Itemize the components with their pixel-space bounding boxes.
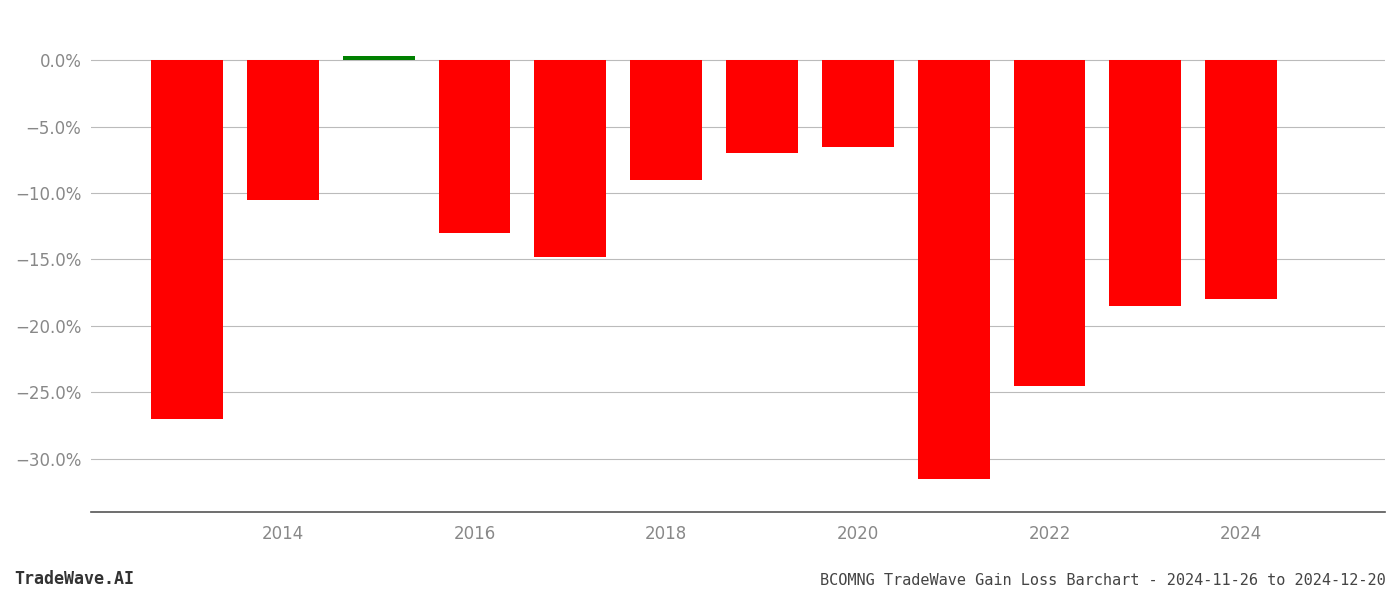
Bar — [1109, 60, 1182, 306]
Bar — [918, 60, 990, 479]
Bar — [438, 60, 511, 233]
Bar — [1205, 60, 1277, 299]
Bar — [535, 60, 606, 257]
Text: BCOMNG TradeWave Gain Loss Barchart - 2024-11-26 to 2024-12-20: BCOMNG TradeWave Gain Loss Barchart - 20… — [820, 573, 1386, 588]
Bar — [1014, 60, 1085, 386]
Bar — [343, 56, 414, 60]
Bar — [246, 60, 319, 200]
Text: TradeWave.AI: TradeWave.AI — [14, 570, 134, 588]
Bar — [822, 60, 893, 146]
Bar — [151, 60, 223, 419]
Bar — [727, 60, 798, 153]
Bar — [630, 60, 703, 180]
